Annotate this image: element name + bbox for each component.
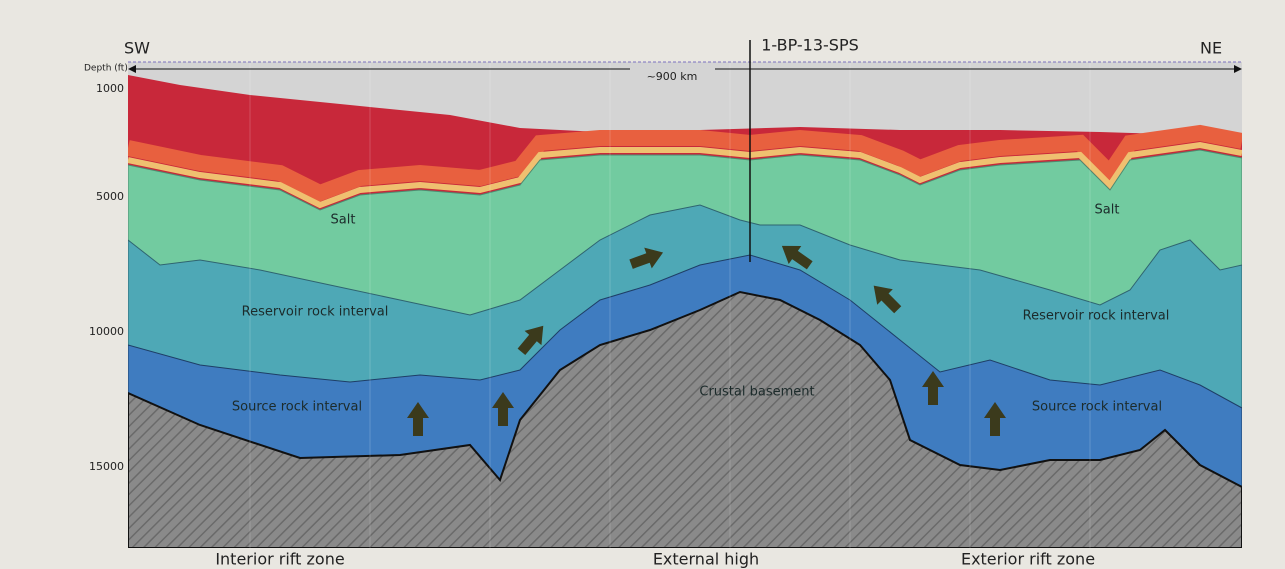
layer-label: Salt: [1095, 203, 1120, 218]
depth-tick: 1000: [96, 82, 124, 95]
zone-label: Interior rift zone: [215, 550, 344, 569]
depth-tick: 10000: [89, 325, 124, 338]
layer-label: Crustal basement: [699, 385, 814, 400]
layer-label: Reservoir rock interval: [1023, 309, 1170, 324]
well-name: 1-BP-13-SPS: [761, 36, 859, 55]
zone-label: Exterior rift zone: [961, 550, 1095, 569]
depth-tick: 15000: [89, 460, 124, 473]
arrows: [407, 245, 1006, 436]
scale-arrow: [128, 65, 136, 73]
layer-label: Salt: [331, 213, 356, 228]
scale-label: ~900 km: [647, 70, 698, 83]
layer-label: Source rock interval: [1032, 400, 1162, 415]
depth-tick: 5000: [96, 190, 124, 203]
scale-arrow: [1234, 65, 1242, 73]
direction-right: NE: [1200, 39, 1222, 58]
zone-label: External high: [653, 550, 759, 569]
basement: [128, 290, 1242, 548]
axis-label: Depth (ft): [84, 64, 128, 74]
layer-label: Source rock interval: [232, 400, 362, 415]
direction-left: SW: [124, 39, 150, 58]
layer-label: Reservoir rock interval: [242, 305, 389, 320]
grid: [249, 62, 1091, 548]
